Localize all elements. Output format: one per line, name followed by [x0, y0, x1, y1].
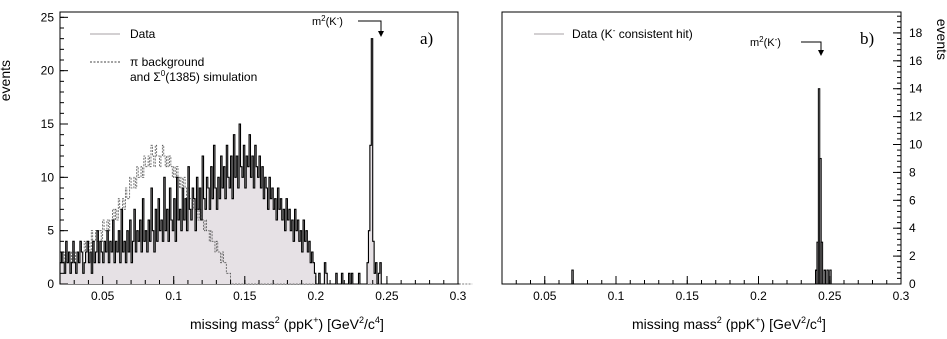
panel-b-xlabel: missing mass2 (ppK+) [GeV2/c4]: [632, 315, 826, 332]
panel-b-ylabel: events: [934, 19, 947, 60]
y-tick-label: 4: [909, 221, 916, 235]
panel-b-label: b): [860, 29, 874, 48]
y-tick-label: 10: [909, 138, 923, 152]
legend-sim-label-line1: π background: [130, 55, 204, 69]
y-tick-label: 2: [909, 249, 916, 263]
panel-b: 0.05 0.1 0.15 0.2 0.25 0.30 2 4 6 8 10 12 14 16 18 eve…: [501, 11, 947, 332]
x-tick-label: 0.15: [676, 289, 700, 303]
y-tick-label: 12: [909, 110, 923, 124]
y-tick-label: 6: [909, 193, 916, 207]
y-tick-label: 0: [909, 277, 916, 291]
y-tick-label: 18: [909, 26, 923, 40]
y-tick-label: 0: [47, 277, 54, 291]
x-tick-label: 0.3: [450, 289, 467, 303]
y-tick-label: 20: [41, 64, 55, 78]
panel-a-label: a): [420, 29, 433, 48]
histogram-bin: [819, 157, 822, 285]
legend-sim-label-line2: and Σ0(1385) simulation: [130, 69, 257, 84]
data-histogram-line: [59, 38, 460, 285]
panel-a: 0.05 0.1 0.15 0.2 0.25 0.3 0 5 10 15 20 25 events m…: [0, 10, 473, 332]
x-tick-label: 0.1: [608, 289, 625, 303]
data-histogram-fill: [60, 38, 460, 284]
panel-b-annotation-arrowhead: [818, 50, 824, 56]
panel-a-simulation-series: [59, 38, 473, 285]
legend-b-data-label: Data (K- consistent hit): [572, 26, 693, 41]
histogram-bin: [823, 269, 826, 285]
histogram-bin: [820, 241, 824, 285]
x-tick-label: 0.25: [375, 289, 399, 303]
histogram-bin: [571, 269, 574, 285]
x-tick-label: 0.25: [818, 289, 842, 303]
x-tick-label: 0.2: [750, 289, 767, 303]
x-tick-label: 0.05: [91, 289, 115, 303]
y-tick-label: 14: [909, 82, 923, 96]
panel-b-annotation: m2(K-): [750, 35, 781, 49]
panel-a-xlabel: missing mass2 (ppK+) [GeV2/c4]: [190, 315, 384, 332]
panel-a-annotation-arrow: [358, 20, 382, 34]
panel-a-ticks: 0.05 0.1 0.15 0.2 0.25 0.3 0 5 10 15 20 25: [41, 10, 467, 303]
y-tick-label: 10: [41, 170, 55, 184]
x-tick-label: 0.2: [308, 289, 325, 303]
panel-a-annotation: m2(K-): [312, 14, 343, 28]
panel-b-annotation-arrow: [801, 41, 822, 52]
y-tick-label: 8: [909, 165, 916, 179]
x-tick-label: 0.15: [233, 289, 257, 303]
y-tick-label: 16: [909, 54, 923, 68]
panel-b-ticks: 0.05 0.1 0.15 0.2 0.25 0.30 2 4 6 8 10 12 14 16 18: [501, 15, 923, 303]
x-tick-label: 0.1: [165, 289, 182, 303]
panel-a-data-series: [59, 38, 460, 285]
histogram-bin: [826, 269, 829, 285]
legend-data-label: Data: [130, 27, 156, 41]
y-tick-label: 25: [41, 10, 55, 24]
y-tick-label: 15: [41, 117, 55, 131]
panel-a-ylabel: events: [0, 60, 13, 101]
x-tick-label: 0.05: [533, 289, 557, 303]
panel-b-data-series: [571, 88, 832, 285]
panel-b-frame: [501, 11, 902, 285]
y-tick-label: 5: [47, 224, 54, 238]
x-tick-label: 0.3: [893, 289, 910, 303]
panel-a-annotation-arrowhead: [378, 31, 384, 37]
